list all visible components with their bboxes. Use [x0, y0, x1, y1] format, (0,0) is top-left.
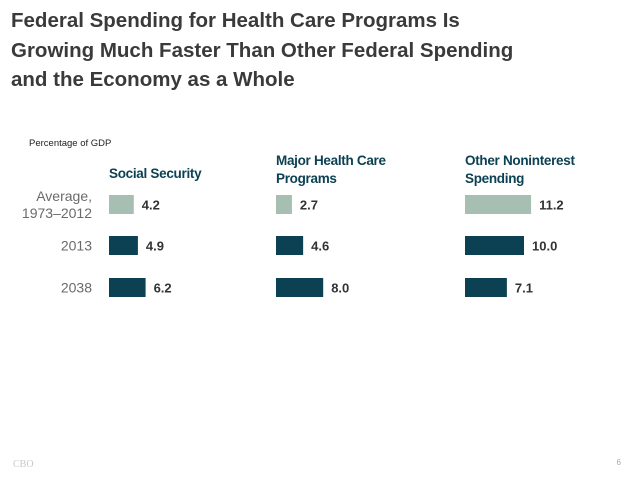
data-label: 2.7	[300, 198, 318, 213]
page-number: 6	[616, 458, 621, 467]
slide-title: Federal Spending for Health Care Program…	[11, 6, 611, 95]
bar	[276, 195, 292, 214]
bar	[465, 236, 524, 255]
bar	[276, 278, 324, 297]
data-label: 8.0	[331, 281, 349, 296]
bar	[276, 236, 304, 255]
category-label: 1973–2012	[22, 205, 92, 221]
data-label: 4.9	[146, 239, 164, 254]
title-line-3: and the Economy as a Whole	[11, 68, 295, 91]
data-label: 10.0	[532, 239, 557, 254]
category-label: 2038	[61, 280, 92, 296]
source-logo: CBO	[13, 459, 34, 470]
category-label: Average,	[36, 188, 92, 204]
y-axis-label: Percentage of GDP	[29, 138, 112, 149]
title-line-2: Growing Much Faster Than Other Federal S…	[11, 38, 514, 62]
data-label: 6.2	[154, 281, 172, 296]
bar	[109, 195, 134, 214]
panel-title: Major Health Care	[276, 153, 386, 168]
panel-title: Other Noninterest	[465, 153, 575, 168]
data-label: 11.2	[539, 198, 564, 213]
panel-title: Spending	[465, 171, 524, 186]
panel-title: Programs	[276, 171, 337, 186]
data-label: 4.6	[311, 239, 329, 254]
data-label: 7.1	[515, 281, 533, 296]
data-label: 4.2	[142, 198, 160, 213]
category-label: 2013	[61, 238, 92, 254]
panel-title: Social Security	[109, 166, 202, 181]
title-line-1: Federal Spending for Health Care Program…	[11, 9, 460, 32]
bar	[465, 278, 507, 297]
bar	[109, 236, 138, 255]
bar	[109, 278, 146, 297]
bar	[465, 195, 532, 214]
